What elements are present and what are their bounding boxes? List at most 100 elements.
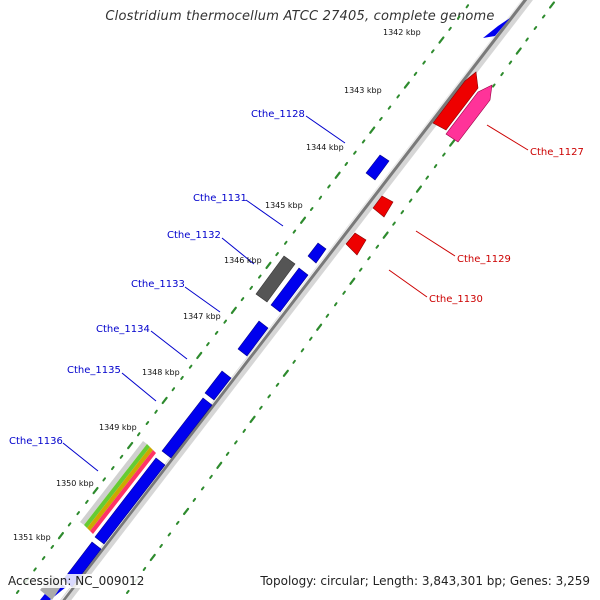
gene-arrow-top (483, 18, 510, 38)
tick-dot (206, 342, 210, 347)
tick-dot (92, 487, 99, 495)
tick-dot (349, 277, 356, 285)
tick-dot (382, 231, 389, 239)
tick-dot (433, 164, 438, 169)
tick-dot (309, 207, 314, 211)
tick-dot (515, 47, 522, 55)
tick-dot (234, 440, 238, 445)
tick-dot (180, 375, 184, 380)
gene-arrow-cthe-1131 (307, 242, 327, 264)
leader-cthe-1132 (221, 237, 255, 265)
tick-dot (353, 150, 357, 155)
label-leaders (62, 115, 529, 472)
tick-dot (171, 387, 176, 392)
tick-dot (492, 83, 496, 88)
kbp-tick-1342: 1342 kbp (383, 28, 421, 37)
tick-dot (216, 461, 223, 469)
tick-dot (334, 171, 341, 179)
gene-arrow-cthe-1127b (445, 84, 493, 143)
gene-label-cthe-1131[interactable]: Cthe_1131 (193, 193, 247, 204)
kbp-tick-1345: 1345 kbp (265, 201, 303, 210)
tick-dot (275, 382, 280, 387)
tick-dot (541, 14, 546, 19)
tick-dot (449, 139, 456, 147)
tick-dot (282, 369, 289, 377)
gene-arrow-cthe-1134 (237, 320, 269, 357)
tick-dot (275, 252, 279, 257)
gene-arrow-cthe-1130 (345, 232, 367, 256)
leader-cthe-1133 (184, 286, 221, 313)
tick-dot (154, 409, 158, 414)
tick-dot (15, 589, 20, 594)
tick-dot (375, 244, 380, 249)
tick-dot (413, 71, 418, 76)
gene-label-cthe-1132[interactable]: Cthe_1132 (167, 230, 221, 241)
tick-dot (149, 553, 156, 562)
gene-label-cthe-1135[interactable]: Cthe_1135 (67, 365, 121, 376)
kbp-tick-1343: 1343 kbp (344, 86, 382, 95)
gene-label-cthe-1128[interactable]: Cthe_1128 (251, 109, 305, 120)
tick-dot (126, 589, 130, 594)
tick-dot (431, 49, 435, 54)
tick-dot (415, 185, 422, 193)
leader-cthe-1128 (305, 115, 346, 144)
tick-dot (214, 330, 219, 335)
gene-arrow-cthe-1135 (204, 370, 232, 401)
tick-dot (249, 415, 256, 423)
rrna-multicolor-feature (80, 441, 156, 534)
tick-dot (159, 543, 163, 548)
tick-dot (119, 454, 124, 459)
gene-arrow-1135b (161, 397, 213, 459)
accession-text: Accession: NC_009012 (6, 574, 147, 588)
tick-dot (183, 507, 190, 516)
tick-dot-rings (15, 1, 556, 594)
tick-dot (284, 240, 288, 245)
leader-cthe-1129 (415, 230, 456, 257)
tick-dot (422, 60, 426, 65)
gene-label-cthe-1136[interactable]: Cthe_1136 (9, 436, 63, 447)
tick-dot (533, 26, 538, 30)
tick-dot (448, 26, 452, 31)
tick-dot (242, 428, 246, 433)
tick-dot (369, 126, 376, 134)
tick-dot (456, 15, 461, 20)
tick-dot (367, 256, 371, 261)
tick-dot (379, 116, 383, 121)
tick-dot (192, 497, 197, 502)
tick-dot (258, 274, 262, 279)
tick-dot (334, 302, 338, 307)
tick-dot (325, 313, 330, 318)
tick-dot (161, 396, 168, 405)
tick-dot (102, 477, 106, 482)
tick-dot (508, 60, 513, 65)
gene-label-cthe-1133[interactable]: Cthe_1133 (131, 279, 185, 290)
gene-label-cthe-1134[interactable]: Cthe_1134 (96, 324, 150, 335)
kbp-tick-1344: 1344 kbp (306, 143, 344, 152)
tick-dot (392, 221, 396, 226)
tick-dot (344, 161, 349, 166)
tick-dot (438, 36, 445, 44)
gene-label-cthe-1130[interactable]: Cthe_1130 (429, 294, 483, 305)
page-title: Clostridium thermocellum ATCC 27405, com… (105, 9, 495, 24)
tick-dot (85, 499, 89, 504)
tick-dot (408, 198, 413, 203)
tick-dot (175, 520, 180, 525)
tick-dot (465, 4, 470, 9)
tick-dot (396, 94, 400, 99)
gene-label-cthe-1127[interactable]: Cthe_1127 (530, 147, 584, 158)
tick-dot (200, 486, 205, 491)
gene-arrow-cthe-1133 (270, 267, 309, 313)
gene-arrow-cthe-1132-pseudo (255, 255, 296, 303)
gene-arrow-cthe-1128 (365, 154, 390, 181)
tick-dot (292, 229, 297, 234)
kbp-tick-1347: 1347 kbp (183, 312, 221, 321)
genome-summary-text: Topology: circular; Length: 3,843,301 bp… (258, 574, 592, 588)
tick-dot (400, 210, 405, 215)
tick-dot (225, 451, 230, 456)
tick-dot (292, 359, 296, 364)
tick-dot (387, 105, 392, 110)
tick-dot (425, 175, 429, 180)
gene-label-cthe-1129[interactable]: Cthe_1129 (457, 254, 511, 265)
